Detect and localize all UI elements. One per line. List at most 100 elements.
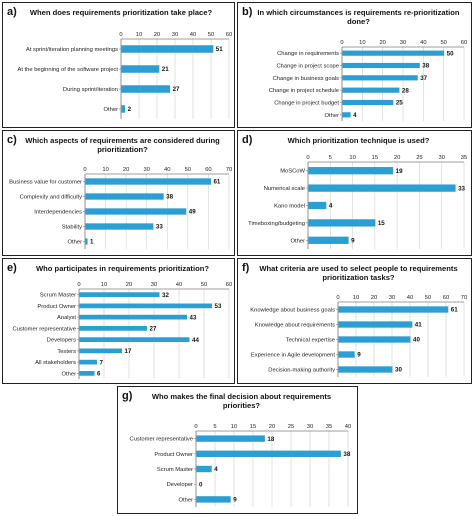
tick-label: 40 <box>407 295 413 301</box>
category-label: Knowledge about requirements <box>255 323 335 329</box>
tick-label: 10 <box>359 40 365 46</box>
value-label: 32 <box>162 292 169 299</box>
bar <box>342 87 400 93</box>
chart-title: Which prioritization technique is used? <box>288 136 430 145</box>
value-label: 33 <box>458 185 465 192</box>
tick-label: 30 <box>438 155 444 161</box>
tick-label: 20 <box>394 155 400 161</box>
value-label: 15 <box>378 220 385 227</box>
category-label: Change in business goals <box>273 76 339 82</box>
value-label: 37 <box>420 75 427 82</box>
tick-label: 15 <box>250 424 256 430</box>
tick-label: 30 <box>400 40 406 46</box>
tick-label: 0 <box>83 167 86 173</box>
category-label: Other <box>291 238 306 244</box>
category-label: Other <box>325 113 340 119</box>
category-label: Other <box>104 107 119 113</box>
chart-title: In which circumstances is requirements r… <box>257 8 459 26</box>
value-label: 4 <box>214 466 218 473</box>
bar <box>338 336 411 343</box>
category-label: Technical expertise <box>286 338 335 344</box>
value-label: 43 <box>190 314 197 321</box>
category-label: Experience in Agile development <box>251 353 335 359</box>
category-label: Numerical scale <box>264 186 305 192</box>
tick-label: 15 <box>372 155 378 161</box>
bar <box>196 465 212 473</box>
chart-title: Who participates in requirements priorit… <box>36 264 209 273</box>
tick-label: 60 <box>226 282 232 288</box>
value-label: 7 <box>100 359 104 366</box>
value-label: 2 <box>128 106 132 113</box>
chart-svg: f) What criteria are used to select peopl… <box>242 262 467 377</box>
value-label: 4 <box>329 203 333 210</box>
bar <box>342 99 394 106</box>
value-label: 51 <box>216 46 223 53</box>
value-label: 50 <box>447 50 454 57</box>
bar <box>342 62 420 69</box>
tick-label: 0 <box>77 282 80 288</box>
bar <box>85 223 154 230</box>
category-label: Product Owner <box>37 304 76 310</box>
bar <box>121 105 126 113</box>
category-label: Analyst <box>57 315 76 321</box>
bar <box>308 201 327 210</box>
category-label: MoSCoW <box>280 169 305 175</box>
value-label: 9 <box>357 352 361 359</box>
bar <box>338 306 449 313</box>
tick-label: 60 <box>443 295 449 301</box>
tick-label: 30 <box>143 167 149 173</box>
bar <box>79 371 95 376</box>
value-label: 21 <box>162 66 169 73</box>
tick-label: 0 <box>336 295 339 301</box>
bar <box>85 178 211 185</box>
tick-label: 70 <box>226 167 232 173</box>
value-label: 28 <box>402 87 409 94</box>
category-label: Scrum Master <box>40 293 76 299</box>
category-label: Developers <box>47 338 76 344</box>
panel-label: a) <box>7 6 17 18</box>
panel-label: d) <box>242 134 253 146</box>
category-label: Decision-making authority <box>268 368 335 374</box>
panel-c: c) Which aspects of requirements are cons… <box>2 130 235 256</box>
bar <box>85 193 164 200</box>
bar <box>85 208 187 215</box>
category-label: Stability <box>62 225 82 231</box>
category-label: Knowledge about business goals <box>250 308 335 314</box>
category-label: Interdependencies <box>34 210 82 216</box>
tick-label: 60 <box>461 40 467 46</box>
tick-label: 5 <box>213 424 216 430</box>
bar <box>79 326 147 331</box>
category-label: Customer representative <box>13 326 76 332</box>
value-label: 9 <box>233 497 237 504</box>
tick-label: 25 <box>416 155 422 161</box>
bar <box>79 359 97 365</box>
category-label: Product Owner <box>154 452 193 458</box>
tick-label: 40 <box>164 167 170 173</box>
tick-label: 20 <box>126 282 132 288</box>
bar <box>121 45 214 53</box>
tick-label: 10 <box>349 155 355 161</box>
value-label: 27 <box>150 326 157 333</box>
bar <box>79 303 212 309</box>
tick-label: 20 <box>123 167 129 173</box>
value-label: 19 <box>396 168 403 175</box>
tick-label: 25 <box>288 424 294 430</box>
bar <box>338 351 355 358</box>
panel-g: g) Who makes the final decision about req… <box>117 386 358 514</box>
value-label: 49 <box>189 209 196 216</box>
tick-label: 0 <box>194 424 197 430</box>
tick-label: 40 <box>190 32 196 38</box>
category-label: Change in project schedule <box>269 88 339 94</box>
value-label: 44 <box>192 337 199 344</box>
chart-svg: c) Which aspects of requirements are cons… <box>7 134 232 249</box>
bar <box>121 85 171 93</box>
tick-label: 10 <box>102 167 108 173</box>
panel-b: b) In which circumstances is requirements… <box>237 2 472 128</box>
panel-d: d) Which prioritization technique is used… <box>237 130 472 256</box>
tick-label: 10 <box>353 295 359 301</box>
tick-label: 35 <box>461 155 467 161</box>
bar <box>79 292 160 297</box>
category-label: Timeboxing/budgeting <box>248 221 305 227</box>
panel-a: a) When does requirements prioritization … <box>2 2 235 128</box>
tick-label: 50 <box>201 282 207 288</box>
